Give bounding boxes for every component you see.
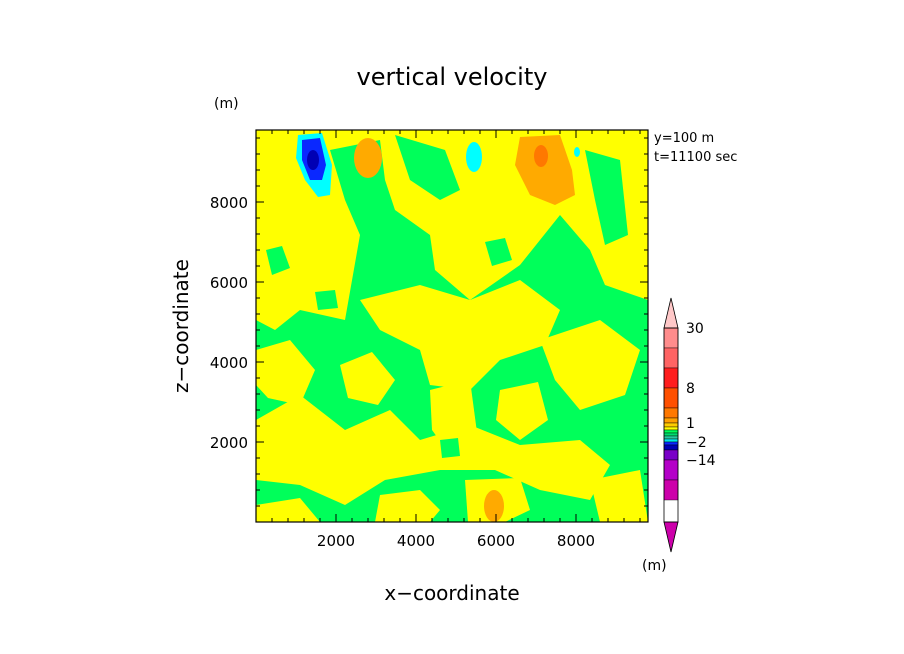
colorbar-bin [663, 449, 679, 461]
plot-area [256, 130, 648, 522]
positive-region [256, 498, 320, 522]
plot-frame [255, 129, 649, 523]
colorbar-bin [663, 438, 679, 443]
updraft-core [354, 138, 382, 178]
colorbar-max-arrow [663, 297, 679, 329]
positive-region [256, 340, 315, 405]
colorbar-bin [663, 347, 679, 369]
negative-region [440, 438, 460, 458]
x-tick-label: 6000 [477, 532, 515, 550]
colorbar: 30 8 1 −2 −14 [663, 297, 716, 553]
colorbar-bin [663, 441, 679, 446]
positive-region [256, 395, 610, 505]
negative-region [485, 238, 512, 266]
updraft-core [534, 145, 548, 167]
positive-region [540, 320, 640, 410]
colorbar-bin [663, 367, 679, 389]
y-tick-label: 6000 [210, 274, 248, 292]
colorbar-label: −2 [686, 435, 707, 451]
axes: 2000 4000 6000 8000 2000 4000 6000 8000 [210, 130, 648, 550]
colorbar-label: −14 [686, 453, 716, 469]
colorbar-bin [663, 422, 679, 428]
updraft-core [515, 135, 575, 205]
positive-region [395, 135, 460, 200]
y-tick-label: 4000 [210, 354, 248, 372]
x-tick-label: 4000 [397, 532, 435, 550]
x-tick-label: 2000 [317, 532, 355, 550]
y-tick-label: 2000 [210, 434, 248, 452]
downdraft-core [574, 147, 580, 157]
colorbar-bin [663, 429, 679, 434]
updraft-core [484, 490, 504, 522]
negative-region [315, 290, 338, 310]
y-axis-unit: (m) [214, 96, 239, 112]
colorbar-bin [663, 327, 679, 349]
x-axis-label: x−coordinate [384, 581, 519, 605]
colorbar-bin [663, 417, 679, 424]
info-line-t: t=11100 sec [654, 150, 737, 165]
colorbar-min-arrow [663, 521, 679, 553]
positive-region [360, 280, 560, 390]
downdraft-core [307, 150, 319, 170]
downdraft-core [466, 142, 482, 172]
x-tick-label: 8000 [557, 532, 595, 550]
colorbar-bin [663, 426, 679, 431]
positive-region [375, 490, 440, 522]
colorbar-bin [663, 387, 679, 409]
colorbar-bin [663, 432, 679, 437]
positive-region [430, 380, 478, 455]
y-axis-label: z−coordinate [169, 259, 193, 393]
colorbar-unit: (m) [642, 558, 667, 574]
positive-region [496, 382, 548, 440]
colorbar-frame [663, 327, 679, 523]
colorbar-bin [663, 459, 679, 481]
colorbar-label: 1 [686, 416, 695, 432]
colorbar-label: 8 [686, 381, 695, 397]
colorbar-bin [663, 407, 679, 419]
y-tick-label: 8000 [210, 194, 248, 212]
info-line-y: y=100 m [654, 131, 714, 146]
colorbar-label: 30 [686, 321, 704, 337]
positive-region [340, 352, 395, 405]
positive-region [590, 470, 648, 522]
colorbar-bin [663, 444, 679, 451]
colorbar-bin [663, 435, 679, 440]
negative-region [266, 246, 290, 275]
chart-title: vertical velocity [357, 63, 548, 91]
colorbar-bin [663, 479, 679, 501]
positive-region [585, 150, 628, 245]
